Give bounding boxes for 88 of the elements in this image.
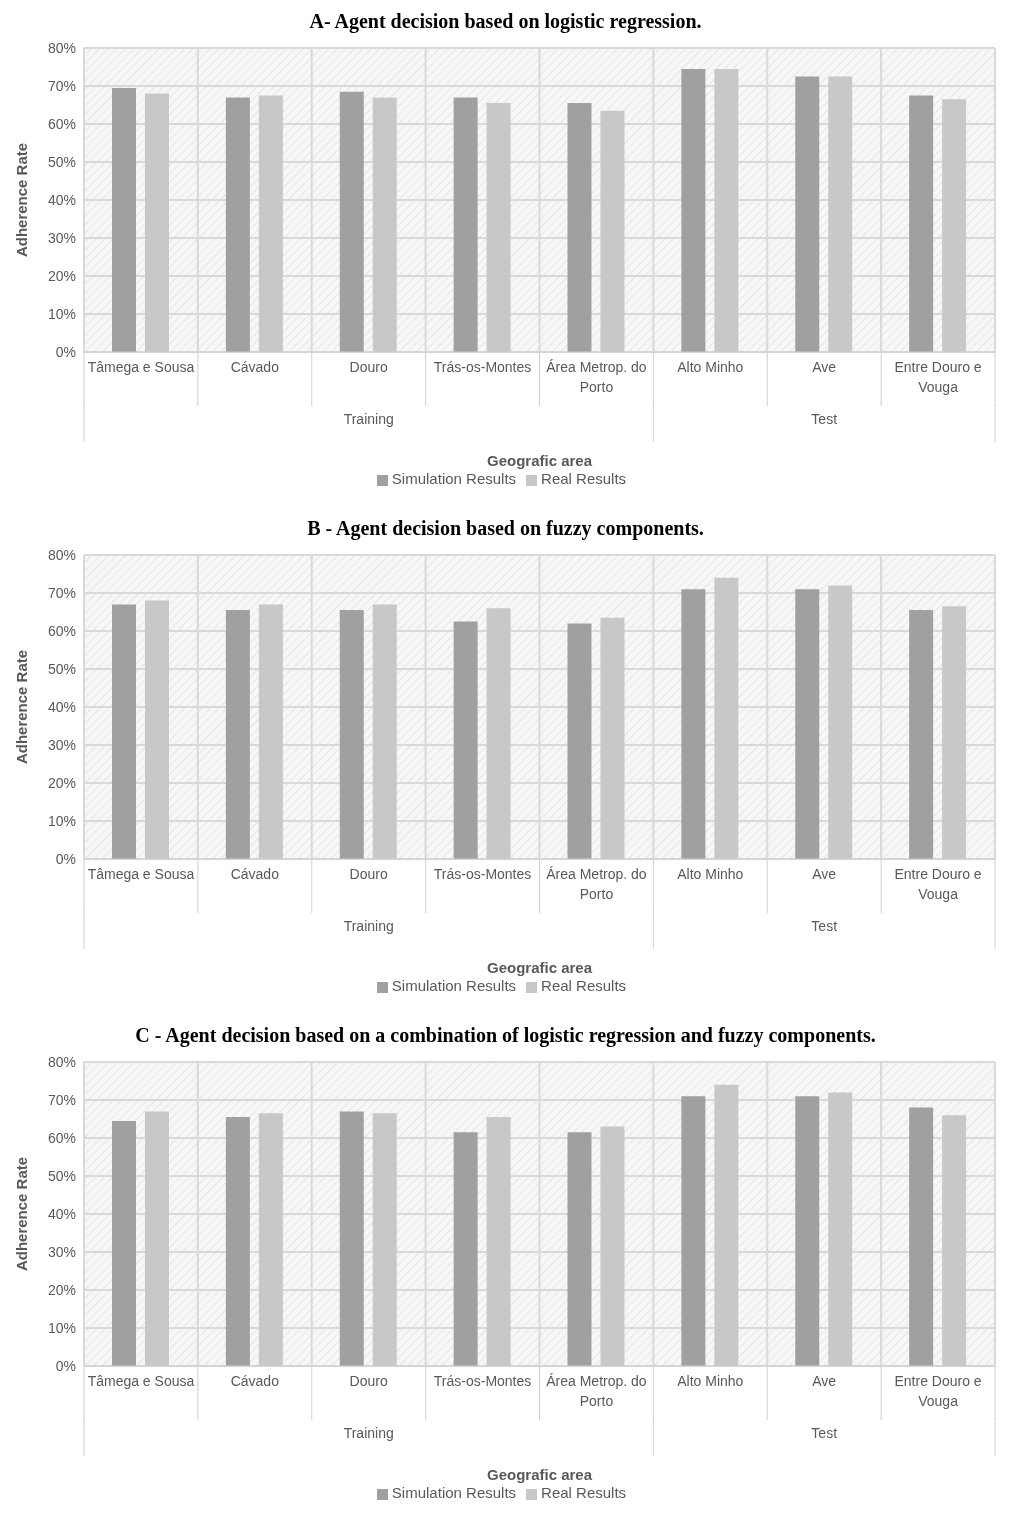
y-axis-title: Adherence Rate — [13, 1156, 31, 1272]
text: Test — [811, 918, 838, 934]
y-tick-label: 80% — [47, 39, 76, 56]
y-tick-label: 20% — [47, 1281, 76, 1298]
x-tick-label: Trás-os-Montes — [433, 1373, 532, 1389]
legend-label: Real Results — [541, 470, 627, 487]
bar — [795, 1096, 820, 1366]
legend-label: Simulation Results — [391, 470, 517, 487]
x-tick-label: Trás-os-Montes — [433, 866, 532, 882]
y-tick-label: 30% — [47, 229, 76, 246]
bar — [339, 610, 364, 859]
x-tick-label: Entre Douro e Vouga — [894, 359, 982, 395]
x-tick-label: Tâmega e Sousa — [87, 359, 195, 375]
bar — [453, 1132, 478, 1366]
bar — [909, 610, 934, 859]
text: Test — [811, 1425, 838, 1441]
x-tick-label: Alto Minho — [677, 1373, 744, 1389]
y-tick-label: 80% — [47, 1053, 76, 1070]
bar — [567, 623, 592, 859]
x-tick-label: Douro — [349, 1373, 388, 1389]
y-tick-label: 40% — [47, 191, 76, 208]
chart-title: B - Agent decision based on fuzzy components. — [306, 516, 705, 541]
x-tick-label: Douro — [349, 866, 388, 882]
x-tick-label: Ave — [812, 866, 837, 882]
y-tick-label: 70% — [47, 77, 76, 94]
y-tick-label: 30% — [47, 736, 76, 753]
x-tick-label: Cávado — [230, 1373, 280, 1389]
y-tick-label: 70% — [47, 584, 76, 601]
x-tick-label: Área Metrop. do Porto — [546, 1373, 647, 1409]
x-axis-title: Geografic area — [486, 452, 593, 469]
x-tick-label: Douro — [349, 359, 388, 375]
x-tick-label: Tâmega e Sousa — [87, 1373, 195, 1389]
bar — [225, 1117, 250, 1366]
y-tick-label: 20% — [47, 774, 76, 791]
y-axis-title: Adherence Rate — [13, 649, 31, 765]
y-tick-label: 10% — [47, 305, 76, 322]
x-tick-label: Tâmega e Sousa — [87, 866, 195, 882]
y-tick-label: 60% — [47, 1129, 76, 1146]
bar — [909, 1107, 934, 1366]
x-tick-label: Área Metrop. do Porto — [546, 866, 647, 902]
legend-label: Simulation Results — [391, 977, 517, 994]
y-tick-label: 10% — [47, 812, 76, 829]
text: Training — [343, 918, 394, 934]
y-tick-label: 50% — [47, 660, 76, 677]
y-tick-label: 20% — [47, 267, 76, 284]
x-axis-title: Geografic area — [486, 959, 593, 976]
y-tick-label: 0% — [55, 1357, 76, 1374]
x-tick-label: Cávado — [230, 359, 280, 375]
y-tick-label: 0% — [55, 343, 76, 360]
bar — [453, 621, 478, 859]
bar — [112, 604, 136, 859]
chart-title: C - Agent decision based on a combination of logistic regression and fuzzy components. — [134, 1023, 877, 1048]
legend-label: Real Results — [541, 1484, 627, 1501]
y-tick-label: 30% — [47, 1243, 76, 1260]
y-tick-label: 40% — [47, 1205, 76, 1222]
x-tick-label: Trás-os-Montes — [433, 359, 532, 375]
x-axis-title: Geografic area — [486, 1466, 593, 1483]
x-tick-label: Ave — [812, 359, 837, 375]
text: Training — [343, 1425, 394, 1441]
y-tick-label: 40% — [47, 698, 76, 715]
y-tick-label: 0% — [55, 850, 76, 867]
text: Test — [811, 411, 838, 427]
y-tick-label: 70% — [47, 1091, 76, 1108]
y-tick-label: 50% — [47, 153, 76, 170]
bar — [795, 589, 820, 859]
x-tick-label: Alto Minho — [677, 866, 744, 882]
chart-title: A- Agent decision based on logistic regression. — [308, 9, 703, 34]
x-tick-label: Cávado — [230, 866, 280, 882]
bar — [339, 1111, 364, 1366]
x-tick-label: Entre Douro e Vouga — [894, 1373, 982, 1409]
bar — [681, 589, 706, 859]
text: Training — [343, 411, 394, 427]
y-tick-label: 80% — [47, 546, 76, 563]
bar — [681, 1096, 706, 1366]
y-tick-label: 60% — [47, 622, 76, 639]
bar — [112, 1120, 136, 1366]
legend-label: Simulation Results — [391, 1484, 517, 1501]
x-tick-label: Ave — [812, 1373, 837, 1389]
y-tick-label: 60% — [47, 115, 76, 132]
x-tick-label: Entre Douro e Vouga — [894, 866, 982, 902]
y-tick-label: 10% — [47, 1319, 76, 1336]
y-axis-title: Adherence Rate — [13, 142, 31, 258]
bar — [567, 1132, 592, 1366]
y-tick-label: 50% — [47, 1167, 76, 1184]
bar — [225, 610, 250, 859]
x-tick-label: Alto Minho — [677, 359, 744, 375]
legend-label: Real Results — [541, 977, 627, 994]
x-tick-label: Área Metrop. do Porto — [546, 359, 647, 395]
